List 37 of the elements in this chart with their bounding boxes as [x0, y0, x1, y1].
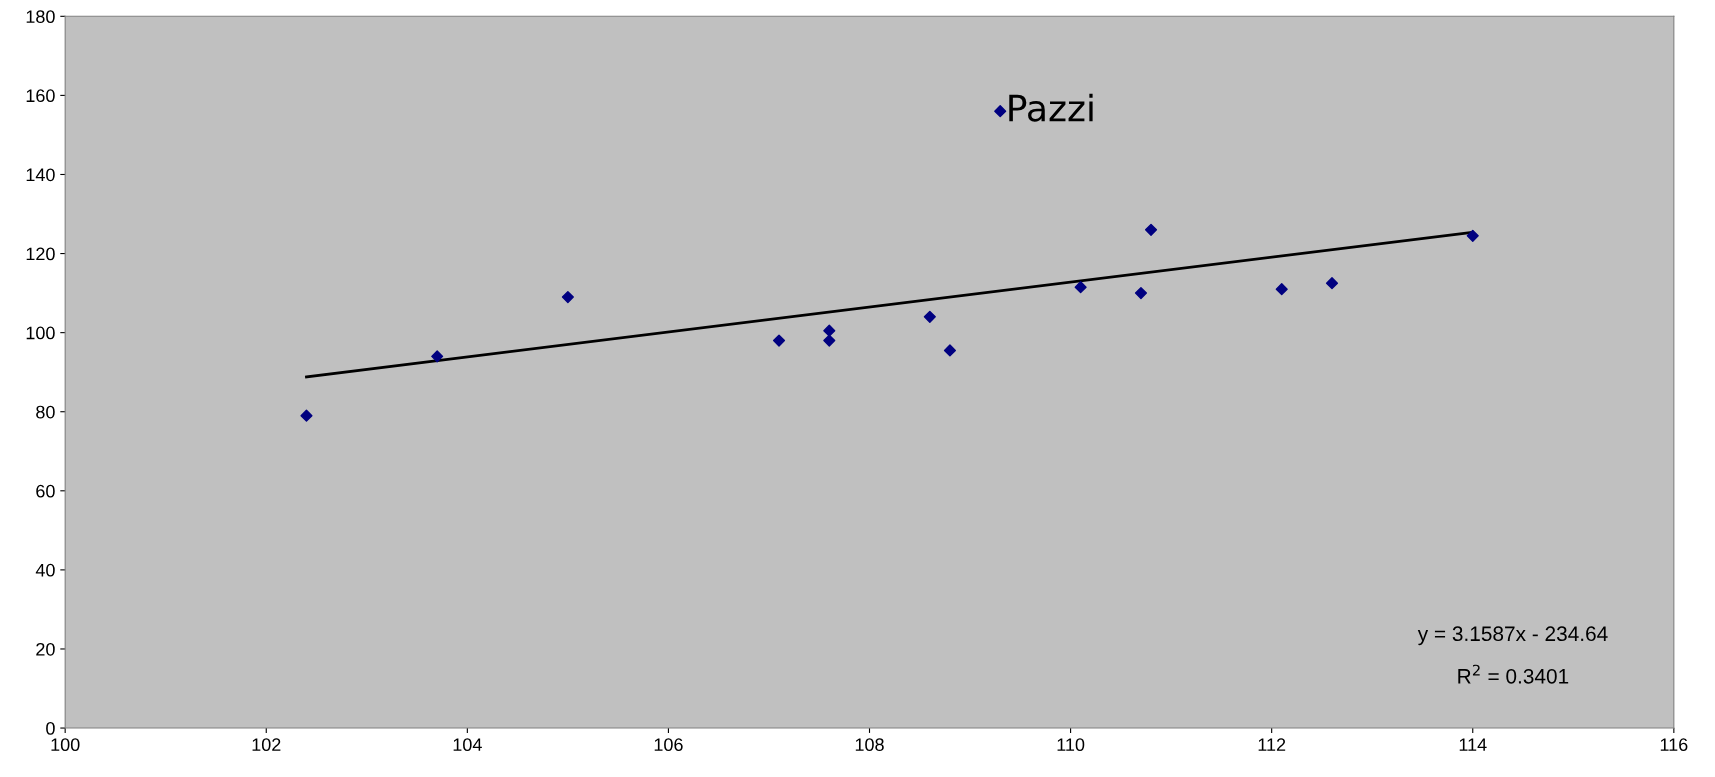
annotation: R$^{2}$ = 0.3401: [1458, 664, 1569, 684]
x-tick-label: 104: [453, 738, 482, 752]
point: [1275, 283, 1288, 296]
point: [431, 350, 444, 363]
point: [300, 409, 313, 422]
point: [823, 334, 836, 347]
y-tick-label: 40: [35, 563, 55, 577]
y-tick-label: 0: [46, 721, 55, 735]
annotation: y = 3.1587x - 234.64: [1417, 626, 1608, 646]
point: [1466, 229, 1479, 242]
point: [943, 344, 957, 357]
y-tick-label: 160: [26, 89, 55, 103]
x-tick-label: 106: [654, 738, 683, 752]
point: [923, 310, 936, 323]
x-tick-label: 110: [1057, 738, 1085, 752]
y-tick-label: 140: [26, 168, 55, 182]
y-tick-label: 120: [26, 247, 55, 261]
x-tick-label: 116: [1660, 738, 1688, 752]
y-tick-label: 180: [26, 10, 55, 24]
y-tick-label: 100: [26, 326, 55, 340]
point: [823, 324, 836, 337]
x-tick-label: 114: [1459, 738, 1487, 751]
point: [772, 334, 786, 347]
y-tick-label: 60: [36, 484, 55, 498]
point: [1325, 277, 1339, 290]
point: [1144, 223, 1158, 236]
y-tick-label: 80: [36, 405, 55, 419]
annotation: Pazzi: [1009, 93, 1093, 122]
point: [1134, 287, 1148, 300]
x-tick-label: 112: [1258, 738, 1286, 751]
point: [561, 290, 574, 304]
x-tick-label: 108: [855, 738, 884, 752]
y-tick-label: 20: [36, 642, 55, 656]
x-tick-label: 102: [252, 738, 281, 752]
point: [1074, 281, 1087, 294]
point: [994, 105, 1007, 118]
x-tick-label: 100: [51, 738, 80, 752]
